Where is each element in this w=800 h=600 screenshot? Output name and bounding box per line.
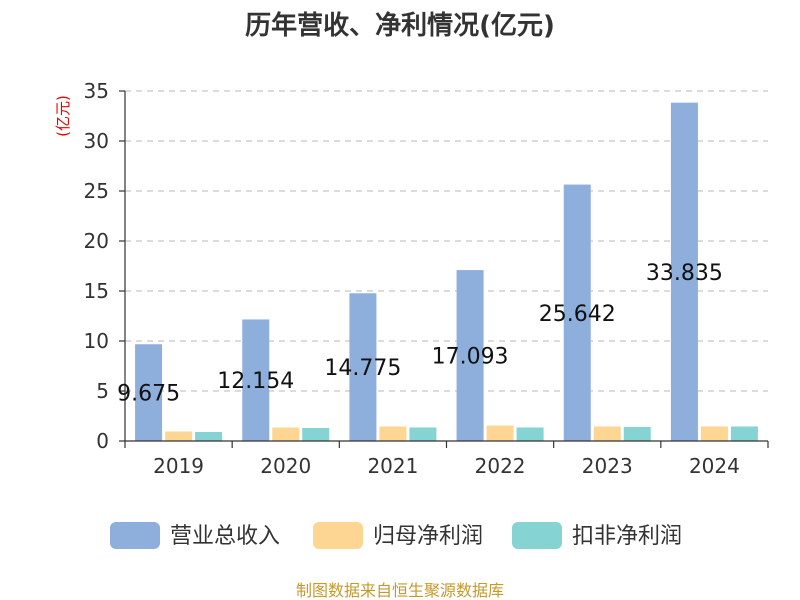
bars	[135, 102, 758, 442]
bar[interactable]	[486, 425, 514, 442]
bar[interactable]	[730, 426, 758, 442]
bar[interactable]	[516, 427, 544, 442]
legend-swatch[interactable]	[110, 522, 160, 549]
bar[interactable]	[242, 319, 270, 441]
x-tick-label: 2024	[689, 454, 740, 478]
y-tick-label: 10	[84, 329, 109, 353]
legend[interactable]: 营业总收入 归母净利润 扣非净利润	[110, 522, 682, 549]
y-tick-label: 25	[84, 179, 109, 203]
data-labels: 9.675 12.154 14.775 17.093 25.642 33.835	[117, 261, 723, 407]
legend-swatch[interactable]	[313, 522, 363, 549]
bar[interactable]	[700, 426, 728, 442]
y-axis-label: (亿元)	[54, 95, 72, 137]
data-label: 17.093	[432, 345, 509, 370]
y-tick-label: 0	[96, 429, 109, 453]
bar[interactable]	[195, 432, 223, 441]
data-label: 33.835	[646, 261, 723, 286]
y-tick-label: 5	[96, 379, 109, 403]
bar[interactable]	[670, 102, 698, 442]
axes: 0 5 10 15 20 25 30 35 2019 2020 2021 2022 2023 2024	[84, 79, 769, 478]
legend-label[interactable]: 归母净利润	[373, 524, 483, 549]
legend-swatch[interactable]	[512, 522, 562, 549]
x-tick-label: 2023	[582, 454, 633, 478]
y-tick-label: 30	[84, 129, 109, 153]
bar[interactable]	[302, 428, 330, 441]
x-tick-label: 2022	[475, 454, 526, 478]
chart-title: 历年营收、净利情况(亿元)	[245, 10, 555, 41]
bar[interactable]	[165, 431, 193, 442]
bar[interactable]	[349, 293, 377, 441]
y-tick-label: 15	[84, 279, 109, 303]
y-tick-label: 35	[84, 79, 109, 103]
legend-label[interactable]: 扣非净利润	[572, 524, 682, 549]
y-tick-label: 20	[84, 229, 109, 253]
bar[interactable]	[563, 184, 591, 441]
bar[interactable]	[623, 427, 651, 441]
source-note: 制图数据来自恒生聚源数据库	[296, 581, 504, 600]
bar[interactable]	[593, 426, 621, 442]
legend-label[interactable]: 营业总收入	[170, 524, 280, 549]
x-tick-label: 2019	[153, 454, 204, 478]
data-label: 14.775	[324, 356, 401, 381]
x-tick-label: 2021	[367, 454, 418, 478]
bar[interactable]	[272, 427, 300, 442]
bar[interactable]	[456, 270, 484, 441]
data-label: 9.675	[117, 382, 180, 407]
bar[interactable]	[409, 427, 437, 442]
gridlines	[125, 90, 768, 392]
bar[interactable]	[379, 426, 407, 442]
bar[interactable]	[135, 344, 163, 441]
data-label: 25.642	[539, 302, 616, 327]
x-tick-label: 2020	[260, 454, 311, 478]
data-label: 12.154	[217, 369, 294, 394]
